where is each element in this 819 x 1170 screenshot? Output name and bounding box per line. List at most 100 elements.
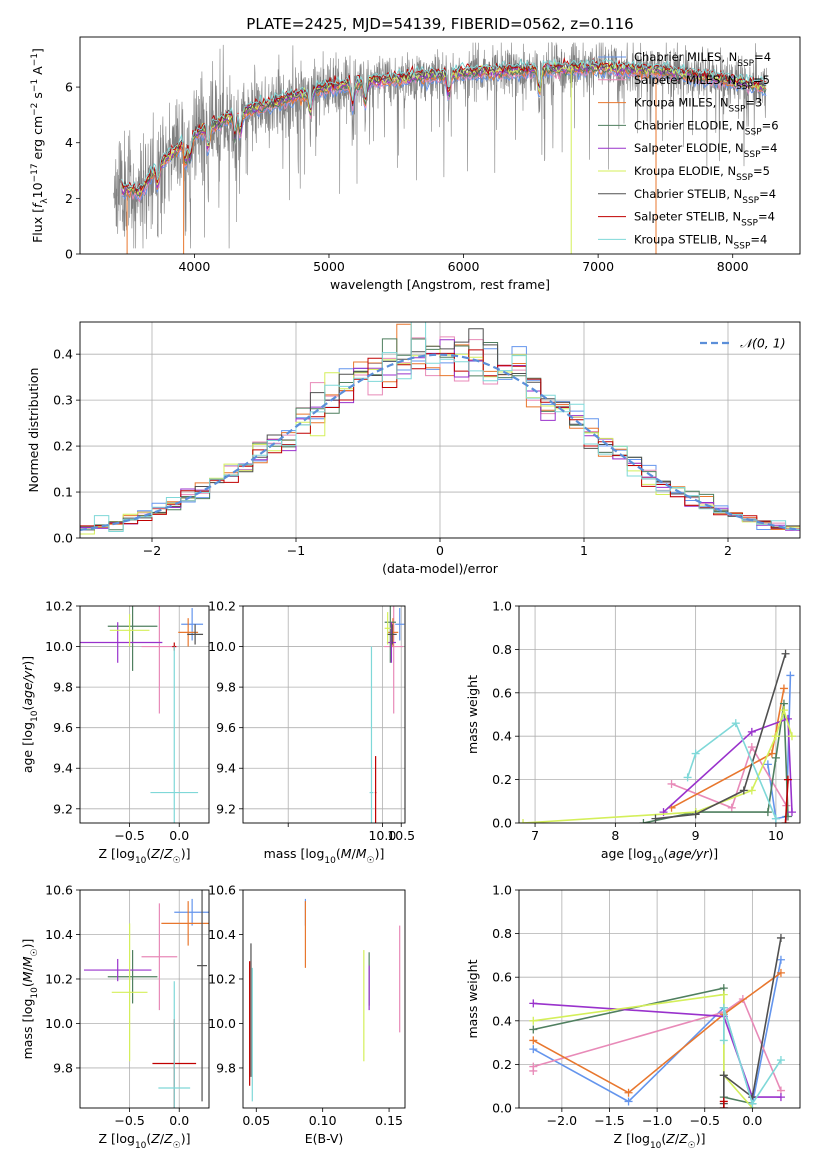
legend-entry: Kroupa MILES, NSSP=3 (634, 96, 762, 115)
panel-mass_vs_Z: −0.5 0.0 9.8 10.0 10.2 10.4 10.6 Z [log10(Z/Z☉)… (20, 883, 210, 1151)
y-tick-label: 0 (65, 247, 73, 262)
panel-residuals: −2 −1 0 1 2 0.0 0.1 0.2 0.3 0.4 𝒩(0, 1) (data-model… (26, 321, 801, 576)
plus-marker (529, 1016, 538, 1025)
residual-histogram (80, 328, 800, 531)
error-bar-point (111, 923, 148, 1062)
error-bar-point (369, 646, 374, 823)
plus-marker (771, 814, 780, 823)
legend-entry: Chabrier ELODIE, NSSP=6 (634, 118, 779, 137)
residual-histogram (80, 322, 800, 532)
x-tick-label: −1 (287, 543, 305, 558)
plot-area (80, 606, 209, 823)
plus-marker (767, 749, 776, 758)
y-tick-label: 0.2 (492, 772, 512, 787)
y-tick-label: 9.2 (53, 801, 73, 816)
y-tick-label: 9.6 (53, 720, 73, 735)
y-tick-label: 0.4 (492, 729, 512, 744)
plus-marker (776, 968, 785, 977)
legend-entry: Kroupa ELODIE, NSSP=5 (634, 164, 770, 183)
plus-marker (747, 786, 756, 795)
plus-marker (727, 803, 736, 812)
spectrum-legend: Chabrier MILES, NSSP=4 Salpeter MILES, NS… (598, 50, 779, 251)
legend-entry: Kroupa STELIB, NSSP=4 (634, 232, 767, 251)
y-tick-label: 0.2 (53, 439, 73, 454)
plus-marker (719, 990, 728, 999)
y-tick-label: 9.8 (53, 1060, 73, 1075)
y-axis-label: age [log10(age/yr)] (20, 656, 40, 773)
mass-weight-line (662, 717, 793, 813)
x-tick-label: 10.5 (387, 828, 415, 843)
residual-histogram (80, 323, 800, 530)
error-bar-point (141, 903, 178, 1011)
error-bar-point (161, 901, 209, 946)
x-axis-label: (data-model)/error (382, 561, 499, 576)
plus-marker (763, 760, 772, 769)
x-tick-label: 0.05 (242, 1113, 270, 1128)
plus-marker (639, 819, 648, 823)
error-bar-point (387, 624, 397, 645)
figure-title: PLATE=2425, MJD=54139, FIBERID=0562, z=0… (246, 15, 633, 33)
y-tick-label: 10.2 (45, 599, 73, 614)
plus-marker (719, 1097, 728, 1106)
y-tick-label: 10.4 (45, 927, 73, 942)
mass-weight-line (723, 1007, 782, 1106)
axes-frame (518, 889, 801, 1109)
y-tick-label: 0.8 (492, 642, 512, 657)
plus-marker (776, 1093, 785, 1102)
y-tick-label: 0.3 (53, 393, 73, 408)
x-tick-label: 4000 (178, 259, 210, 274)
plus-marker (731, 719, 740, 728)
error-bar-point (174, 898, 209, 926)
y-tick-label: 9.8 (216, 680, 236, 695)
y-tick-label: 9.8 (216, 1060, 236, 1075)
axes-frame (242, 605, 406, 824)
error-bar-point (187, 624, 204, 645)
x-axis-label: mass [log10(M/M☉)] (264, 846, 385, 866)
plus-marker (683, 773, 692, 782)
panel-spectrum: 4000 5000 6000 7000 8000 0 2 4 6 Chabrier MILES, … (30, 36, 801, 292)
y-tick-label: 10.0 (208, 639, 236, 654)
legend-entry: Salpeter ELODIE, NSSP=4 (634, 141, 777, 160)
y-tick-label: 0.4 (53, 347, 73, 362)
axes-frame (79, 36, 801, 255)
error-bar-point (150, 646, 199, 823)
y-tick-label: 0.8 (492, 926, 512, 941)
plus-marker (781, 649, 790, 658)
axes-frame (79, 321, 801, 539)
legend-entry: Salpeter STELIB, NSSP=4 (634, 210, 775, 229)
y-tick-label: 0.2 (492, 1057, 512, 1072)
y-tick-label: 0.0 (492, 816, 512, 831)
gaussian-curve (80, 353, 800, 531)
error-bar-point (107, 950, 158, 1004)
x-tick-label: −2.0 (547, 1113, 577, 1128)
plus-marker (787, 808, 796, 817)
x-tick-label: −0.5 (690, 1113, 720, 1128)
y-tick-label: 9.4 (53, 761, 73, 776)
y-tick-label: 2 (65, 191, 73, 206)
x-tick-label: 0.0 (169, 1113, 189, 1128)
plus-marker (739, 786, 748, 795)
plus-marker (529, 1062, 538, 1071)
mass-weight-line (643, 703, 789, 823)
y-tick-label: 9.4 (216, 761, 236, 776)
y-tick-label: 6 (65, 80, 73, 95)
panel-mass_vs_EBV: 0.05 0.10 0.15 9.8 10.0 10.2 10.4 10.6 E(B-V) (208, 883, 406, 1146)
plus-marker (651, 814, 660, 823)
panels: 4000 5000 6000 7000 8000 0 2 4 6 Chabrier MILES, … (20, 36, 801, 1151)
plus-marker (519, 819, 528, 823)
y-axis-label: Flux [fλ10−17 erg cm−2 s−1 A−1] (30, 48, 50, 243)
y-tick-label: 10.2 (208, 599, 236, 614)
error-bar-point (80, 622, 163, 663)
legend-entry: Chabrier MILES, NSSP=4 (634, 50, 771, 69)
x-tick-label: 2 (724, 543, 732, 558)
mass-weight-line (686, 721, 777, 820)
x-tick-label: 9 (692, 828, 700, 843)
x-tick-label: 0.0 (742, 1113, 762, 1128)
x-tick-label: 0 (436, 543, 444, 558)
x-tick-label: 10.0 (368, 828, 396, 843)
error-bar-point (141, 606, 178, 714)
y-tick-label: 0.6 (492, 970, 512, 985)
y-tick-label: 10.0 (45, 639, 73, 654)
plus-marker (747, 727, 756, 736)
